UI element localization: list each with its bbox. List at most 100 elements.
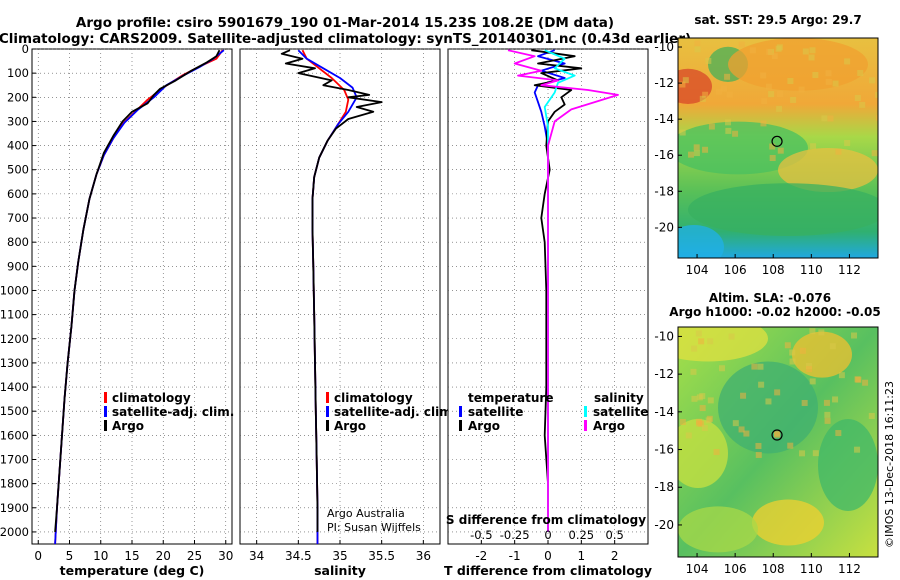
temp-xtick-label-1: 5 xyxy=(66,549,74,563)
sla-map-ytick-label-4: -18 xyxy=(654,480,674,494)
sla-map-pixel-52 xyxy=(743,430,750,437)
temperature-legend-satellite: satellite-adj. clim. xyxy=(112,405,234,419)
sst-map-pixel-33 xyxy=(771,53,778,60)
sst-map-xtick-label-0: 104 xyxy=(686,263,709,277)
temperature-legend: climatology satellite-adj. clim. Argo xyxy=(104,391,234,433)
sla-map-pixel-5 xyxy=(690,368,697,375)
depth-tick-label-4: 400 xyxy=(7,139,29,153)
sla-map-pixel-1 xyxy=(784,342,791,349)
sst-map-pixel-15 xyxy=(854,94,861,101)
sla-map-pixel-44 xyxy=(765,398,772,405)
sla-map-pixel-7 xyxy=(707,338,714,345)
diff-xtick-label-4: 2 xyxy=(611,549,619,563)
sst-map-pixel-59 xyxy=(875,114,878,121)
sst-map-pixel-41 xyxy=(775,45,782,52)
sla-map-pixel-37 xyxy=(868,412,875,419)
sla-map-pixel-10 xyxy=(862,379,869,386)
sst-map-ytick-label-4: -18 xyxy=(654,184,674,198)
sla-map-pixel-22 xyxy=(740,392,747,399)
sst-map-pixel-45 xyxy=(699,95,706,102)
sst-map-pixel-2 xyxy=(693,144,700,151)
sla-map-pixel-28 xyxy=(854,446,861,453)
sst-map-pixel-48 xyxy=(821,115,828,122)
sla-map-pixel-0 xyxy=(823,399,830,406)
legend-sal-argo: Argo xyxy=(593,419,625,433)
temp-xtick-label-2: 10 xyxy=(93,549,108,563)
sla-map-pixel-39 xyxy=(789,349,796,356)
sla-map-pixel-27 xyxy=(705,417,712,424)
sst-map-pixel-49 xyxy=(749,47,756,54)
sst-map-pixel-10 xyxy=(812,71,819,78)
sst-map-pixel-22 xyxy=(768,91,775,98)
depth-tick-label-2: 200 xyxy=(7,90,29,104)
sst-map-xtick-label-2: 108 xyxy=(762,263,785,277)
sst-map-pixel-12 xyxy=(787,77,794,84)
sst-map-pixel-4 xyxy=(809,47,816,54)
sal-xtick-label-4: 36 xyxy=(416,549,431,563)
sla-map-pixel-13 xyxy=(812,450,819,457)
sst-map-title: sat. SST: 29.5 Argo: 29.7 xyxy=(694,13,861,27)
sst-map-pixel-39 xyxy=(844,140,851,147)
temp-xtick-label-6: 30 xyxy=(218,549,233,563)
sal-xtick-label-3: 35.5 xyxy=(368,549,395,563)
depth-tick-label-13: 1300 xyxy=(0,356,29,370)
sla-map-blob-1 xyxy=(792,331,852,378)
difference-xlabel: T difference from climatology xyxy=(444,563,652,578)
diff-xtick-label-0: -2 xyxy=(475,549,487,563)
sst-map-pixel-42 xyxy=(724,73,731,80)
salinity-annotation-line1: Argo Australia xyxy=(327,507,405,520)
temp-xtick-label-5: 25 xyxy=(187,549,202,563)
diff-xtick-label-1: -1 xyxy=(509,549,521,563)
sst-map-blob-4 xyxy=(778,148,878,192)
sst-map-pixel-9 xyxy=(715,88,722,95)
depth-tick-label-20: 2000 xyxy=(0,525,29,539)
sst-map-pixel-6 xyxy=(790,96,797,103)
sla-map-ytick-label-5: -20 xyxy=(654,518,674,532)
sdiff-tick-label-4: 0.5 xyxy=(606,528,624,542)
legend-salinity-title: salinity xyxy=(594,391,644,405)
diff-xtick-label-2: 0 xyxy=(544,549,552,563)
depth-tick-label-1: 100 xyxy=(7,66,29,80)
sla-map-pixel-34 xyxy=(751,363,758,370)
sst-map-pixel-23 xyxy=(725,127,732,134)
sst-map-pixel-50 xyxy=(694,46,701,53)
sst-map-pixel-31 xyxy=(766,48,773,55)
sla-patches xyxy=(678,327,878,553)
sal-xtick-label-2: 35 xyxy=(332,549,347,563)
sla-map-pixel-43 xyxy=(691,345,698,352)
sal-xtick-label-1: 34.5 xyxy=(285,549,312,563)
sst-map-pixel-11 xyxy=(875,91,878,98)
sla-map-pixel-49 xyxy=(696,394,703,401)
sdiff-tick-label-1: -0.25 xyxy=(500,528,530,542)
sst-map-pixel-56 xyxy=(769,155,776,162)
difference-legend: temperature satellite Argo salinity sate… xyxy=(459,391,648,433)
sla-map-pixel-16 xyxy=(809,328,816,335)
sla-map-pixel-46 xyxy=(696,418,703,425)
sst-map-pixel-7 xyxy=(688,151,695,158)
sla-map-pixel-53 xyxy=(713,449,720,456)
salinity-xlabel: salinity xyxy=(314,563,366,578)
sst-map-pixel-57 xyxy=(761,98,768,105)
sst-map-xtick-label-4: 112 xyxy=(838,263,861,277)
sst-map-pixel-34 xyxy=(857,70,864,77)
sst-map-pixel-38 xyxy=(694,40,701,47)
sla-profile-marker xyxy=(771,429,783,441)
sla-map-pixel-36 xyxy=(824,417,831,424)
legend-sal-satellite: satellite xyxy=(593,405,648,419)
sst-patches xyxy=(678,38,878,258)
sla-map-blob-2 xyxy=(718,361,818,454)
sst-map-ytick-label-5: -20 xyxy=(654,220,674,234)
sla-map-pixel-31 xyxy=(829,343,836,350)
sst-map-pixel-27 xyxy=(682,77,689,84)
sst-map-panel: sat. SST: 29.5 Argo: 29.7 104 106 108 110 11… xyxy=(654,13,879,277)
difference-secondary-title: S difference from climatology xyxy=(446,513,646,527)
sla-map-pixel-33 xyxy=(755,451,762,458)
temperature-legend-argo: Argo xyxy=(112,419,144,433)
sst-map-pixel-35 xyxy=(708,123,715,130)
depth-tick-label-19: 1900 xyxy=(0,501,29,515)
depth-tick-label-18: 1800 xyxy=(0,477,29,491)
depth-tick-label-17: 1700 xyxy=(0,452,29,466)
sla-map-pixel-48 xyxy=(758,381,765,388)
sst-map-pixel-14 xyxy=(693,150,700,157)
sst-profile-marker xyxy=(771,135,783,147)
